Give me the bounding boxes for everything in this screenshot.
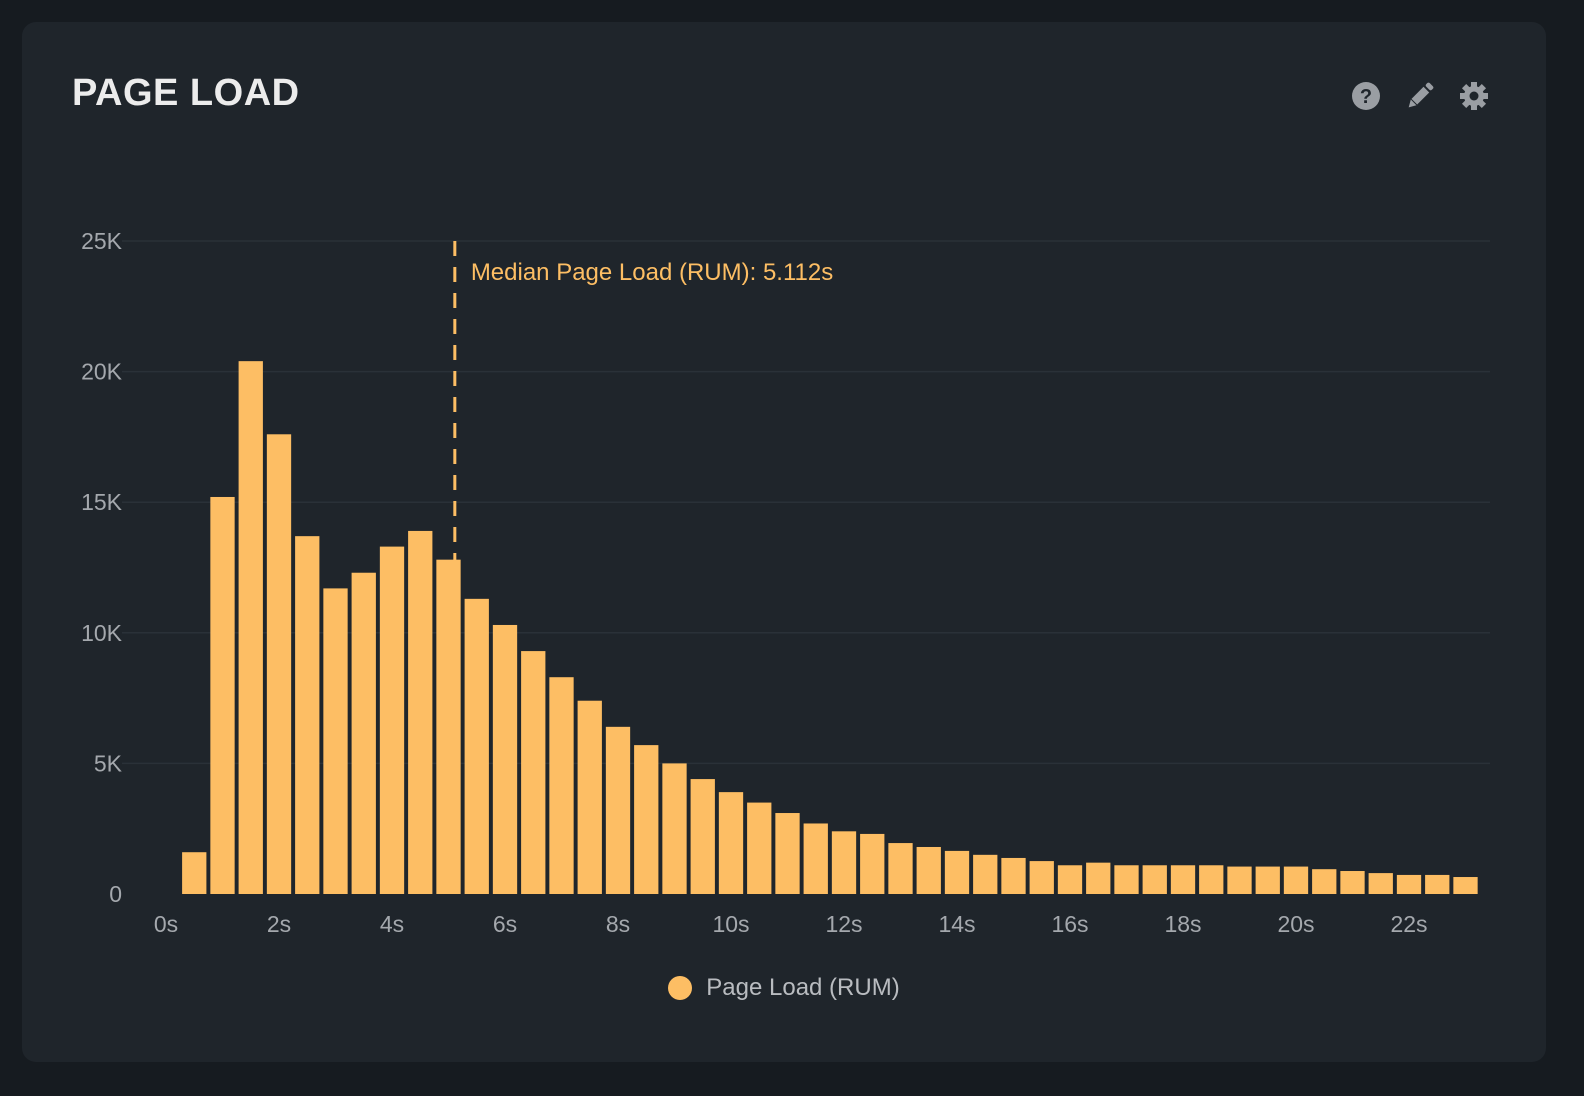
histogram-bar — [1170, 865, 1196, 894]
y-tick-label: 25K — [81, 228, 123, 254]
y-tick-label: 20K — [81, 359, 123, 385]
legend[interactable]: Page Load (RUM) — [22, 974, 1546, 1002]
y-tick-label: 0 — [109, 881, 122, 907]
x-tick-label: 10s — [712, 911, 749, 937]
histogram-bar — [1114, 865, 1139, 894]
legend-swatch — [668, 976, 693, 1000]
histogram-bar — [1425, 874, 1450, 894]
histogram-bar — [690, 779, 715, 894]
svg-text:?: ? — [1360, 86, 1372, 108]
histogram-bar — [1312, 869, 1337, 894]
histogram-bar — [266, 434, 292, 894]
histogram-bar — [803, 823, 828, 894]
histogram-bar — [1142, 865, 1167, 894]
histogram-bar — [1396, 874, 1422, 894]
histogram-bar — [1227, 866, 1252, 894]
x-tick-label: 12s — [825, 911, 862, 937]
help-icon[interactable]: ? — [1350, 80, 1382, 112]
histogram-bar — [718, 792, 744, 894]
x-tick-label: 18s — [1164, 911, 1201, 937]
histogram-bar — [464, 598, 489, 894]
histogram-bar — [605, 726, 631, 894]
page-load-widget: PAGE LOAD ? 0 5K 10K 15K 20K 25K 0s 2s 4s 6s 8s 10s… — [22, 22, 1546, 1062]
histogram-bar — [831, 831, 857, 894]
x-tick-label: 16s — [1051, 911, 1088, 937]
histogram-bar — [944, 850, 970, 894]
histogram-bar — [492, 624, 518, 894]
histogram-bar — [973, 854, 998, 894]
settings-icon[interactable] — [1458, 80, 1490, 112]
histogram-bar — [408, 530, 433, 894]
widget-title: PAGE LOAD — [72, 72, 300, 114]
histogram-bar — [1255, 866, 1280, 894]
histogram-bar — [775, 813, 800, 894]
x-tick-label: 4s — [380, 911, 404, 937]
histogram-bar — [860, 833, 885, 894]
histogram-bar — [210, 496, 235, 894]
histogram-bar — [323, 588, 348, 894]
histogram-bar — [916, 846, 941, 894]
y-tick-label: 10K — [81, 620, 123, 646]
histogram-bar — [888, 843, 913, 894]
x-tick-label: 14s — [938, 911, 975, 937]
histogram-bar — [1199, 865, 1224, 894]
histogram-bar — [295, 536, 320, 894]
histogram-bar — [1029, 861, 1054, 894]
histogram-bar — [238, 361, 263, 895]
edit-icon[interactable] — [1404, 80, 1436, 112]
histogram-bar — [662, 763, 687, 894]
histogram-bar — [1057, 865, 1083, 894]
x-tick-label: 22s — [1390, 911, 1427, 937]
histogram-bar — [1368, 873, 1393, 894]
histogram-bar — [1453, 877, 1478, 894]
histogram-bar — [577, 700, 602, 894]
histogram-bar — [747, 802, 772, 894]
histogram-bar — [1340, 871, 1365, 894]
histogram-bar — [634, 745, 659, 894]
median-annotation-label: Median Page Load (RUM): 5.112s — [471, 259, 833, 286]
histogram-bar — [379, 546, 405, 894]
x-tick-label: 20s — [1277, 911, 1314, 937]
histogram-bar — [1086, 862, 1111, 894]
x-tick-label: 8s — [606, 911, 630, 937]
histogram-chart: 0 5K 10K 15K 20K 25K 0s 2s 4s 6s 8s 10s 12s 14s 16s 18s… — [81, 228, 1490, 937]
histogram-bar — [521, 651, 546, 894]
histogram-bar — [1283, 866, 1309, 894]
histogram-bar — [182, 852, 207, 894]
x-tick-label: 6s — [493, 911, 517, 937]
x-tick-label: 0s — [154, 911, 178, 937]
histogram-bar — [351, 572, 376, 894]
y-tick-label: 15K — [81, 489, 123, 515]
y-tick-label: 5K — [94, 750, 123, 776]
histogram-bar — [436, 559, 461, 894]
histogram-bar — [1001, 857, 1026, 894]
histogram-bar — [549, 677, 574, 894]
legend-label: Page Load (RUM) — [706, 974, 900, 1001]
x-tick-label: 2s — [267, 911, 291, 937]
